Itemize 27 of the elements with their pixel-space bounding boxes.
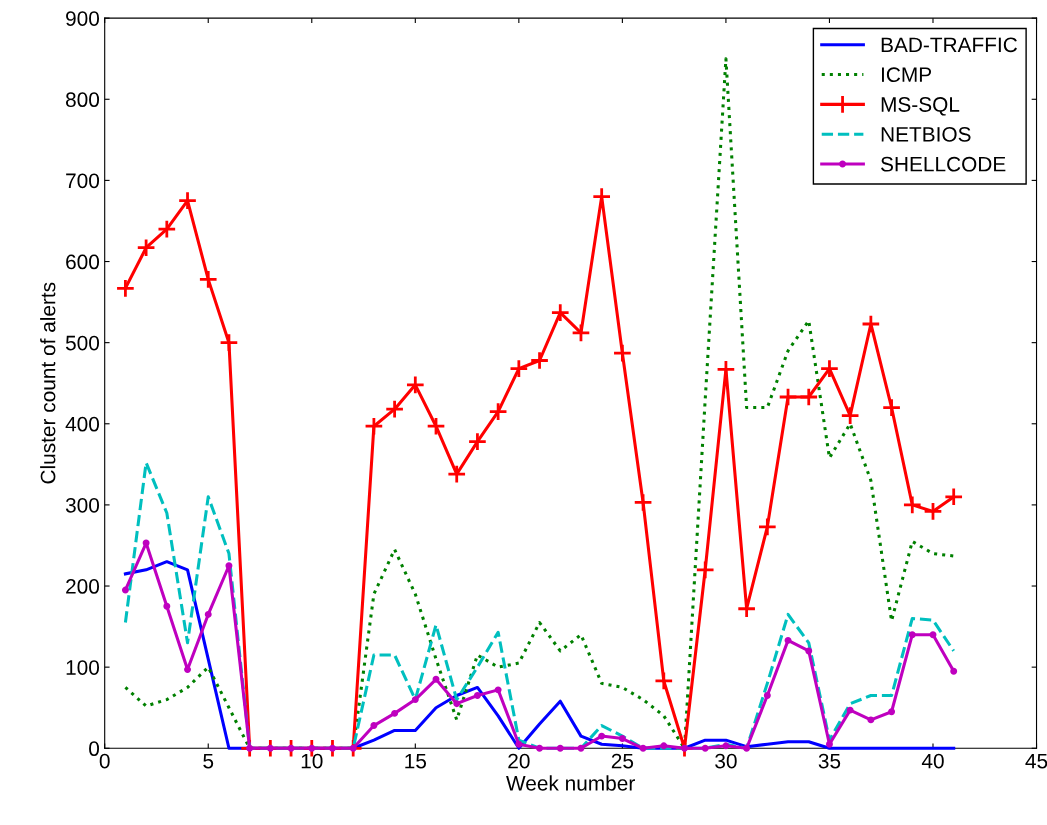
x-axis-title: Week number	[506, 775, 635, 791]
x-tick-label: 35	[818, 753, 841, 769]
y-tick-label: 700	[66, 173, 100, 189]
legend-label: BAD-TRAFFIC	[881, 37, 1017, 53]
y-tick-label: 600	[66, 254, 100, 270]
x-tick-label: 40	[921, 753, 944, 769]
y-tick-label: 300	[65, 497, 100, 513]
y-tick-label: 400	[65, 416, 100, 432]
y-tick-label: 500	[65, 335, 100, 351]
y-tick-label: 800	[65, 92, 100, 108]
legend-label: NETBIOS	[881, 126, 971, 142]
legend-label: ICMP	[881, 67, 932, 83]
x-tick-label: 45	[1025, 753, 1047, 769]
y-tick-label: 200	[66, 579, 100, 594]
x-tick-label: 10	[301, 753, 323, 769]
x-tick-label: 15	[405, 753, 427, 769]
x-tick-label: 20	[508, 753, 530, 769]
legend-label: MS-SQL	[881, 97, 960, 116]
y-tick-label: 100	[66, 660, 100, 675]
x-tick-label: 30	[715, 753, 737, 769]
y-tick-label: 0	[89, 741, 100, 757]
legend-label: SHELLCODE	[881, 156, 1006, 172]
x-tick-label: 0	[99, 753, 110, 769]
x-tick-label: 5	[203, 753, 214, 769]
x-tick-label: 25	[611, 753, 634, 769]
y-tick-label: 900	[66, 11, 100, 26]
y-axis-title: Cluster count of alerts	[40, 282, 56, 484]
